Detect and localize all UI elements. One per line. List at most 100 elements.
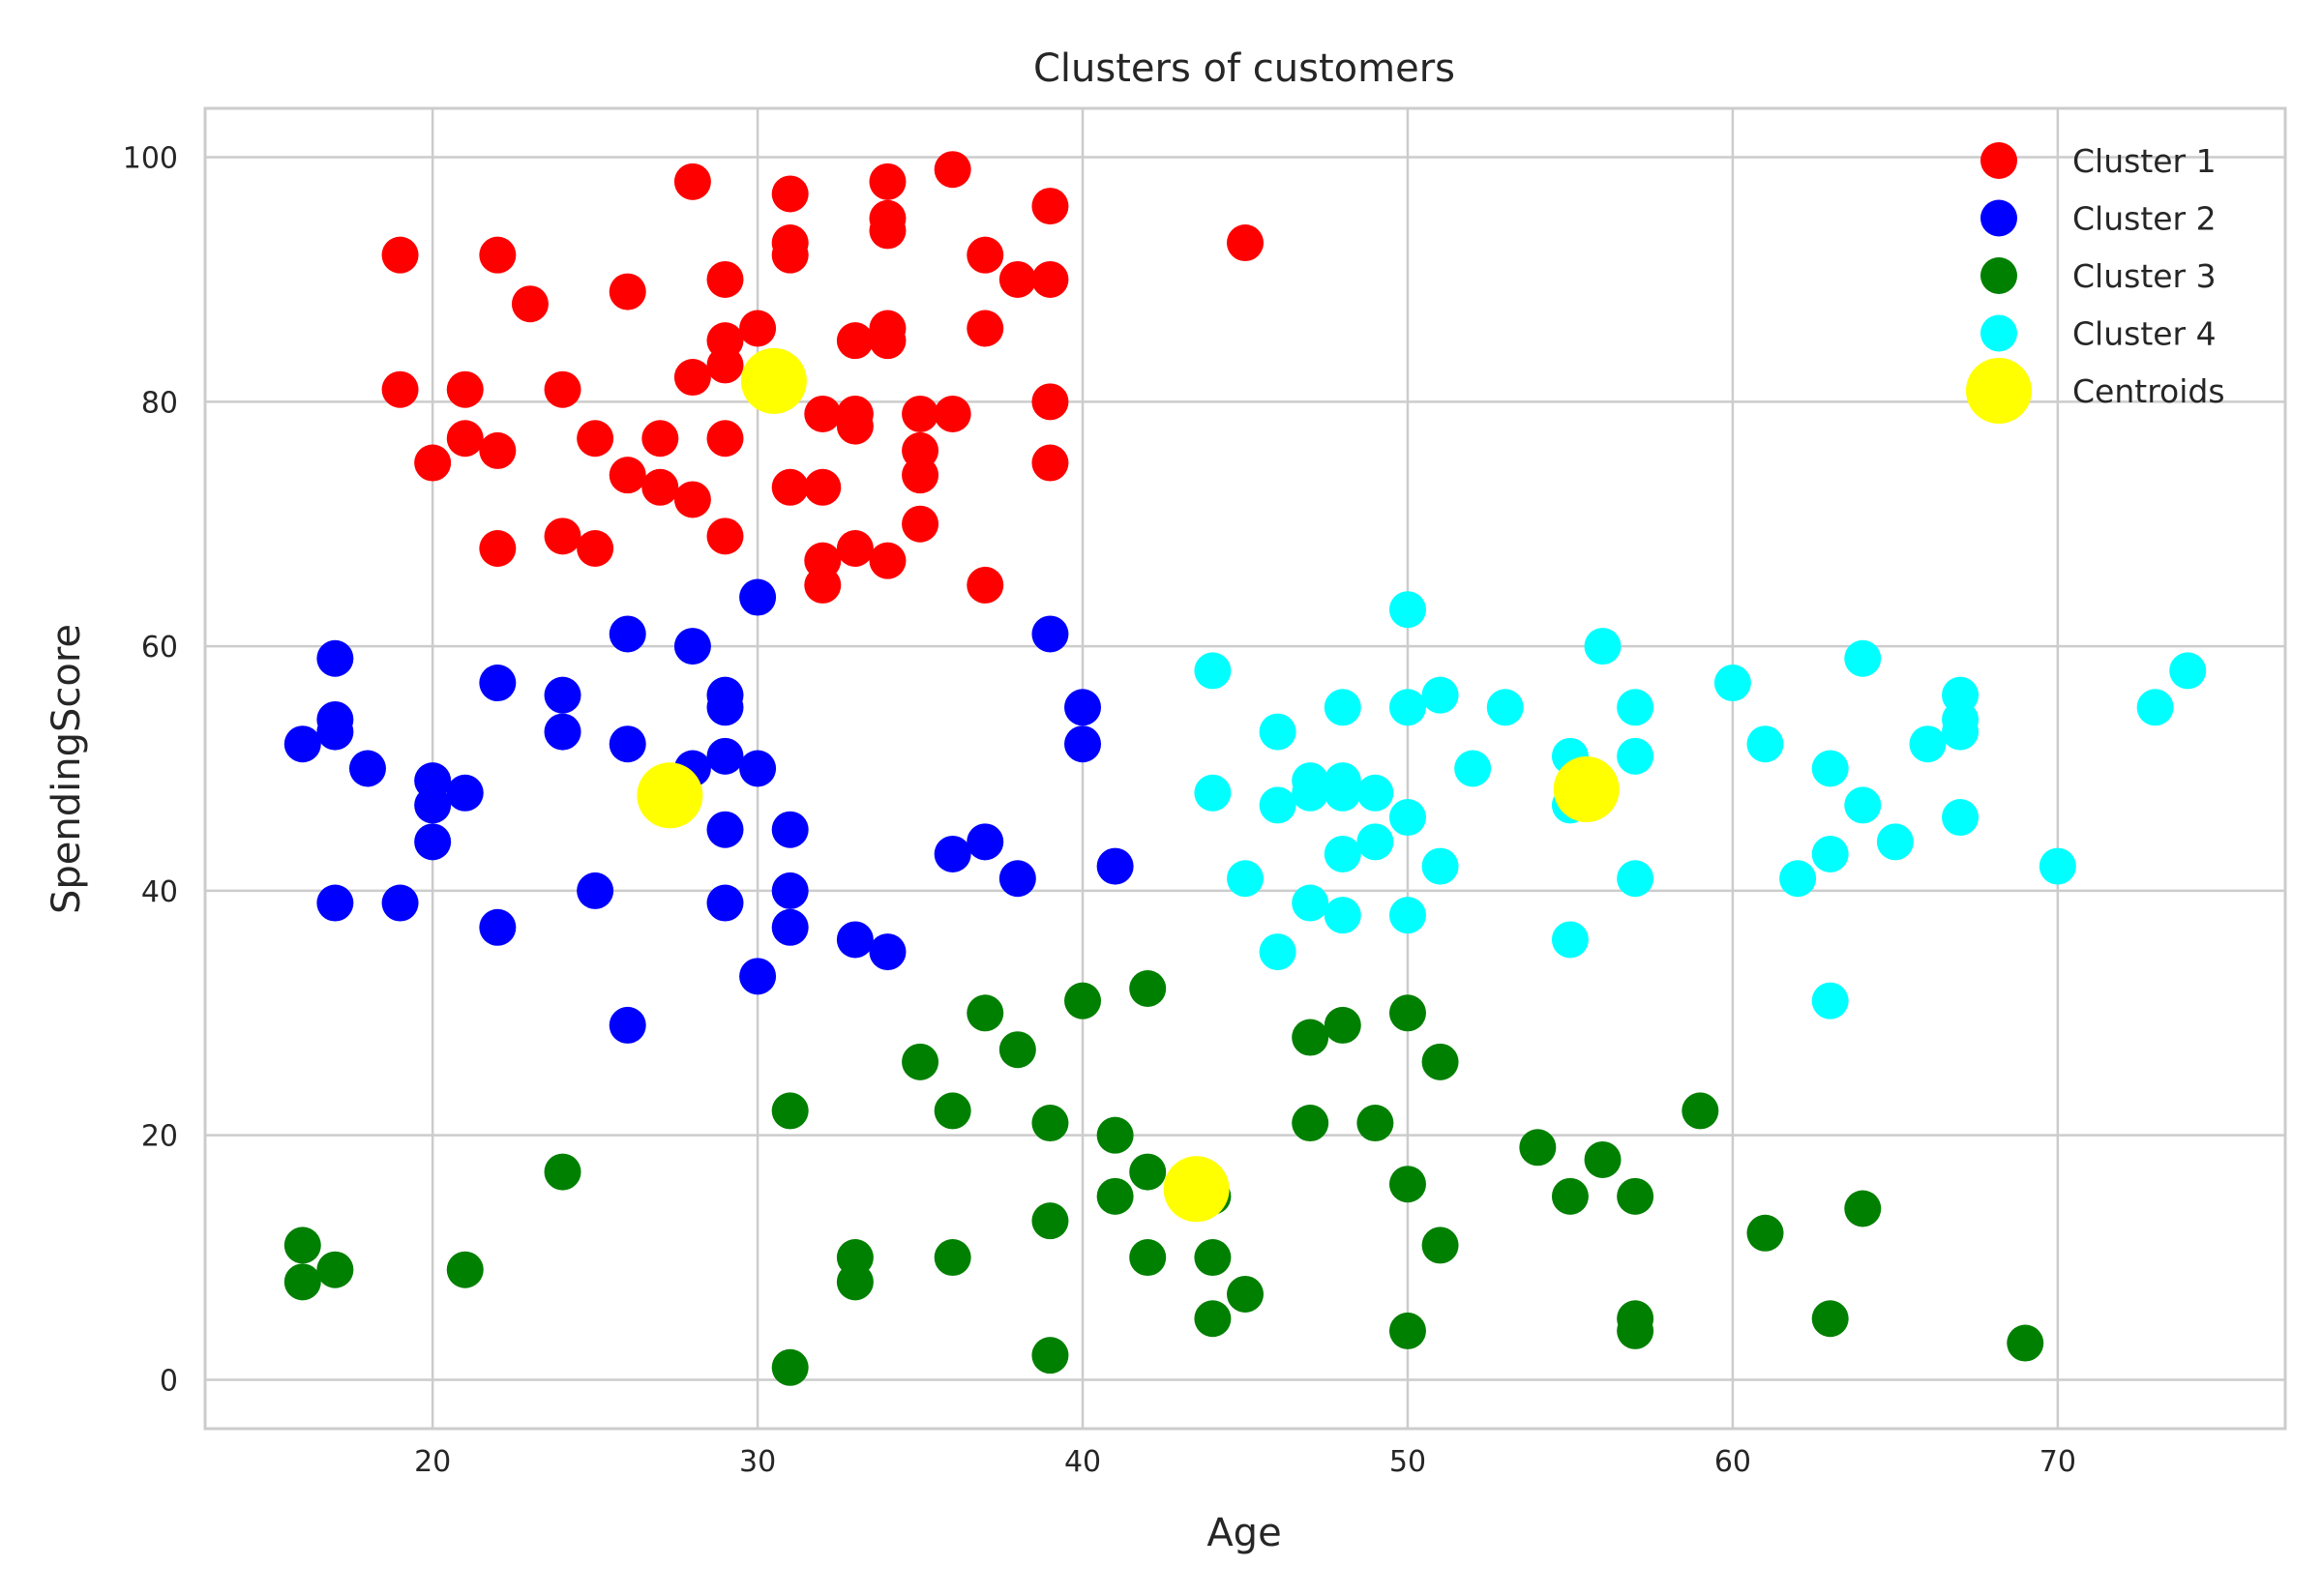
data-point [316,639,354,677]
data-point [1844,786,1882,824]
data-point [1844,639,1882,677]
data-point [316,713,354,751]
y-tick-label: 60 [141,631,178,665]
legend-label: Cluster 1 [2072,142,2217,180]
data-point [869,322,907,360]
data-point [1227,860,1264,898]
data-point [381,884,419,922]
data-point [902,395,939,432]
data-point [1876,823,1914,861]
legend-label: Cluster 4 [2072,315,2217,353]
data-point [1356,774,1394,812]
y-axis-label: SpendingScore [45,624,89,914]
data-point [836,1263,874,1301]
x-axis-label: Age [1206,1511,1281,1555]
data-point [869,933,907,971]
data-point [869,212,907,250]
centroid-point [740,347,807,414]
y-tick-label: 0 [160,1364,178,1398]
data-point [609,725,646,763]
data-point [1942,799,1980,837]
data-point [609,1006,646,1044]
data-point [544,676,581,714]
data-point [706,517,744,555]
data-point [1096,847,1134,885]
data-point [1292,884,1329,922]
data-point [1324,897,1361,934]
series-cluster-3 [283,970,2044,1386]
data-point [673,628,711,665]
data-point [1356,823,1394,861]
chart-title: Clusters of customers [1033,46,1455,91]
data-point [673,481,711,518]
data-point [2007,1324,2044,1362]
data-point [1617,860,1654,898]
data-point [771,908,809,946]
data-point [1617,689,1654,726]
legend-label: Centroids [2072,372,2225,410]
data-point [739,958,777,995]
data-point [804,395,842,432]
data-point [1421,1227,1459,1264]
data-point [544,517,581,555]
data-point [414,823,452,861]
data-point [934,835,971,872]
data-point [967,566,1004,604]
data-point [1584,628,1622,665]
centroid-point [1553,755,1620,822]
data-point [998,1031,1036,1069]
data-point [902,505,939,543]
data-point [934,1092,971,1130]
data-point [836,322,874,360]
series-cluster-4 [1194,591,2207,1020]
data-point [609,457,646,494]
series-centroids [637,347,1620,1223]
data-point [283,725,321,763]
data-points [283,151,2207,1386]
data-point [2039,847,2076,885]
data-point [1682,1092,1719,1130]
data-point [1746,725,1784,763]
data-point [1942,713,1980,751]
data-point [1356,1105,1394,1142]
data-point [1551,921,1589,959]
legend-label: Cluster 3 [2072,257,2217,295]
data-point [771,811,809,848]
data-point [1454,750,1492,787]
x-tick-label: 20 [414,1445,451,1479]
data-point [1096,1116,1134,1154]
y-tick-label: 100 [123,142,178,176]
data-point [1551,1177,1589,1215]
legend-marker [1980,199,2017,237]
legend: Cluster 1 Cluster 2 Cluster 3 Cluster 4 Cent… [1966,142,2225,424]
data-point [1194,1239,1232,1277]
data-point [577,420,614,458]
data-point [1388,689,1426,726]
data-point [1129,1153,1167,1191]
centroid-point [637,762,703,829]
data-point [967,994,1004,1032]
data-point [967,236,1004,274]
data-point [283,1227,321,1264]
data-point [706,737,744,775]
data-point [998,260,1036,298]
data-point [2136,689,2174,726]
legend-marker [1980,142,2017,179]
data-point [641,420,679,458]
data-point [446,1251,484,1288]
data-point [1811,982,1849,1020]
data-point [836,530,874,567]
data-point [544,1153,581,1191]
x-tick-label: 60 [1714,1445,1751,1479]
data-point [1031,383,1069,421]
data-point [1617,1177,1654,1215]
centroid-point [1163,1156,1230,1223]
data-point [577,872,614,909]
data-point [1227,1275,1264,1313]
data-point [1031,260,1069,298]
data-point [673,359,711,397]
data-point [511,285,549,323]
x-tick-label: 40 [1064,1445,1101,1479]
data-point [967,823,1004,861]
data-point [804,468,842,506]
